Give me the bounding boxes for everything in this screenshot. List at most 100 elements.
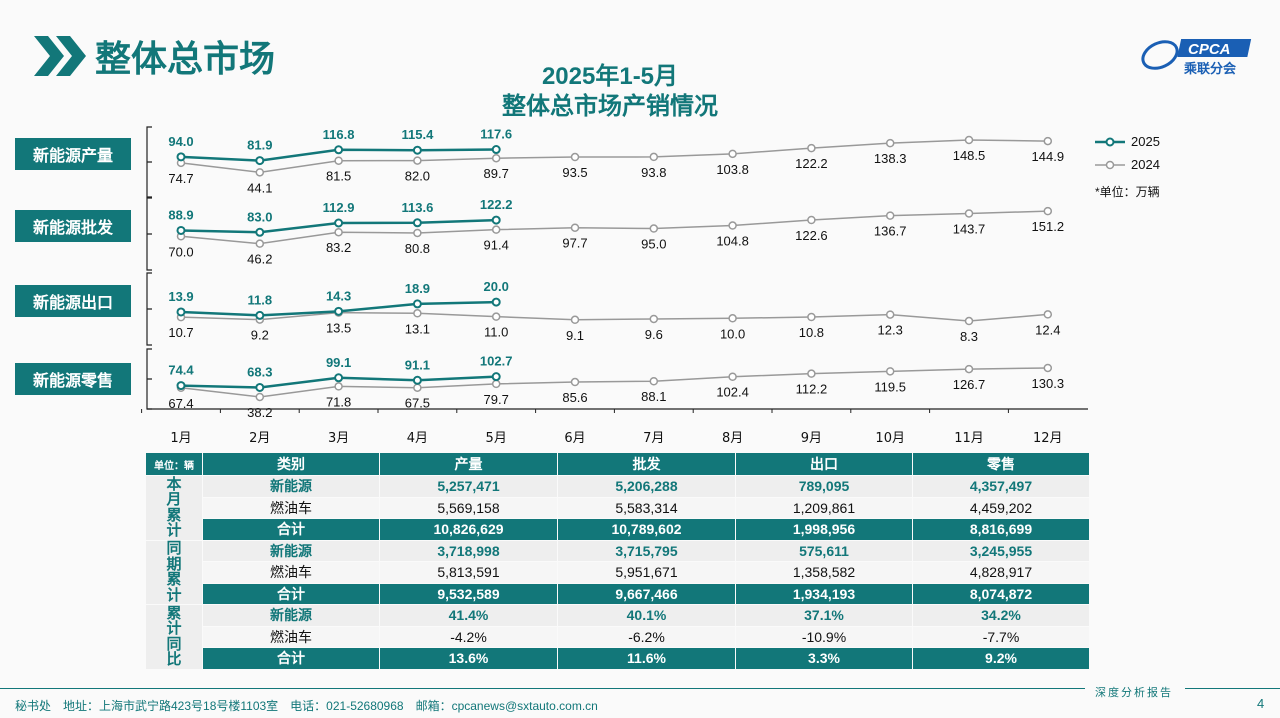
x-tick-label: 3月 [328,431,349,446]
page-number: 4 [1257,696,1265,711]
table-cell: 5,951,671 [558,562,735,583]
data-label: 102.4 [716,385,749,400]
data-label: 9.1 [566,328,584,343]
data-label: 14.3 [326,288,351,303]
data-label: 10.0 [720,326,745,341]
table-cell: 41.4% [380,605,557,626]
data-label: 68.3 [247,364,272,379]
data-label: 12.4 [1035,322,1060,337]
table-cell: 燃油车 [203,626,379,647]
data-label: 148.5 [953,148,986,163]
data-point [334,145,344,155]
data-point [412,375,422,385]
data-point [413,383,422,392]
table-row: 燃油车 5,813,591 5,951,671 1,358,582 4,828,917 [146,562,1089,583]
x-tick-label: 1月 [170,431,191,446]
legend: 2025 2024 [1095,130,1160,176]
table-cell: 合计 [203,648,379,669]
data-point [964,316,974,326]
data-point [570,315,580,325]
data-label: 117.6 [480,127,512,142]
data-label: 13.9 [168,289,193,304]
data-label: 85.6 [562,390,587,405]
table-cell: 13.6% [380,648,557,669]
table-row: 合计 9,532,589 9,667,466 1,934,193 8,074,872 [146,583,1089,604]
table-cell: 燃油车 [203,497,379,518]
data-label: 9.6 [645,327,663,342]
data-point [255,168,265,177]
footer-contact: 秘书处 地址：上海市武宁路423号18号楼1103室 电话：021-526809… [15,699,598,713]
table-cell: -7.7% [913,626,1089,647]
x-tick-label: 5月 [486,431,507,446]
data-label: 89.7 [484,166,509,181]
data-label: 81.9 [247,138,272,153]
data-point [413,156,422,165]
data-point [255,310,265,320]
col-header: 出口 [736,453,912,475]
table-cell: -6.2% [558,626,735,647]
table-cell: 1,998,956 [736,519,912,540]
data-point [255,156,265,166]
data-label: 74.4 [168,363,194,378]
svg-text:CPCA: CPCA [1188,41,1231,58]
data-label: 83.0 [247,209,272,224]
panel-label-export: 新能源出口 [15,285,131,317]
x-tick-label: 9月 [801,431,822,446]
table-cell: 5,813,591 [380,562,557,583]
data-point [1043,206,1053,216]
data-point [649,376,659,386]
data-point [491,153,501,163]
data-label: 11.8 [248,292,273,307]
cpca-logo: CPCA 乘联分会 [1140,35,1255,82]
data-label: 20.0 [484,279,509,294]
table-cell: 11.6% [558,648,735,669]
row-group-label: 累计同比 [166,604,182,668]
data-label: 67.4 [168,396,193,411]
table-cell: 合计 [203,583,379,604]
data-label: 119.5 [874,379,906,394]
table-cell: 新能源 [203,540,379,561]
x-tick-label: 10月 [875,431,905,446]
data-label: 18.9 [405,281,430,296]
data-label: 138.3 [874,151,907,166]
data-point [334,382,343,391]
table-unit: 单位：辆 [146,453,202,475]
table-cell: 3,715,795 [558,540,735,561]
table-cell: 1,358,582 [736,562,912,583]
data-point [334,218,344,228]
data-point [491,312,501,321]
data-point [885,310,895,319]
data-point [491,379,501,389]
table-cell: 1,934,193 [736,583,912,604]
data-label: 99.1 [326,355,351,370]
data-point [1043,136,1053,146]
data-label: 88.1 [641,389,666,404]
line-chart: 74.7 44.1 81.5 82.0 89.7 93.5 93.8 103.8 122.2 13… [141,126,1088,446]
data-label: 113.6 [401,200,433,215]
unit-note: *单位：万辆 [1095,185,1160,199]
data-point [334,227,343,237]
data-label: 38.2 [247,405,272,420]
data-label: 91.4 [484,238,509,253]
data-point [885,211,895,220]
data-point [728,314,737,323]
y-axis-bracket [146,126,152,198]
data-point [728,149,737,159]
table-cell: 合计 [203,519,379,540]
x-tick-label: 7月 [643,431,664,446]
data-label: 126.7 [953,377,986,392]
data-label: 151.2 [1032,219,1065,234]
table-cell: 40.1% [558,605,735,626]
data-label: 11.0 [484,325,508,340]
series-line-2024 [180,311,1048,322]
data-point [649,224,659,233]
data-point [964,135,974,145]
series-line-2024 [180,367,1048,398]
svg-text:乘联分会: 乘联分会 [1183,61,1237,77]
data-label: 112.9 [323,200,355,215]
data-label: 44.1 [247,180,272,195]
data-label: 122.2 [480,197,513,212]
x-tick-label: 12月 [1033,431,1063,446]
chart-subtitle: 整体总市场产销情况 [502,93,718,120]
table-cell: 10,826,629 [380,519,557,540]
